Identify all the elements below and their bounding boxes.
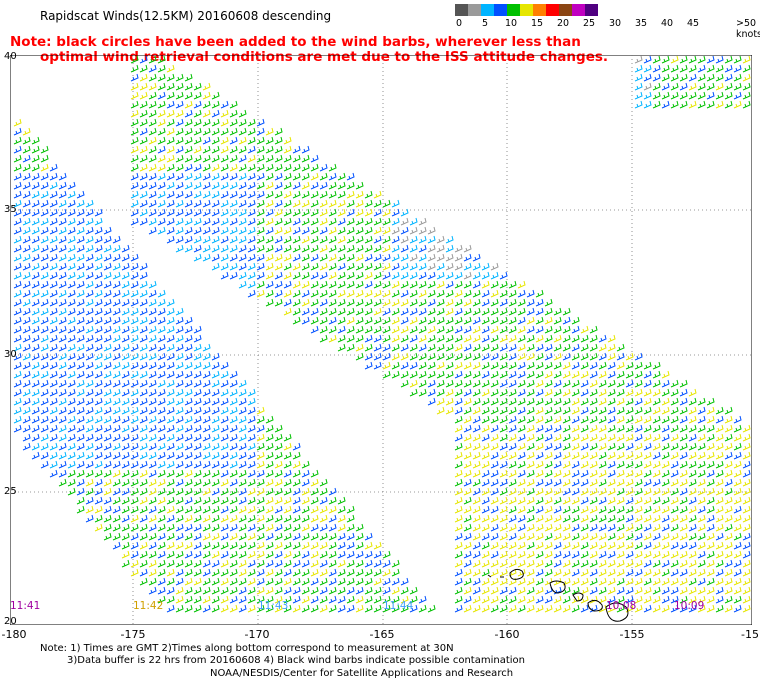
scale-swatch <box>468 4 481 16</box>
pass-time-label: 11:44 <box>383 600 414 612</box>
scale-label: 35 <box>634 18 648 29</box>
longitude-tick: -180 <box>1 628 27 641</box>
scale-swatch <box>520 4 533 16</box>
scale-label: 40 <box>660 18 674 29</box>
scale-label: 20 <box>556 18 570 29</box>
pass-time-label: 11:41 <box>10 600 41 612</box>
longitude-tick: -15 <box>741 628 759 641</box>
longitude-tick: -175 <box>120 628 146 641</box>
scale-swatch <box>507 4 520 16</box>
latitude-tick: 30 <box>4 349 17 360</box>
scale-swatch <box>559 4 572 16</box>
longitude-tick: -165 <box>369 628 395 641</box>
longitude-tick: -170 <box>244 628 270 641</box>
wind-barb-map <box>10 55 752 625</box>
scale-label: 5 <box>481 18 489 29</box>
scale-label: 45 <box>686 18 700 29</box>
scale-swatch <box>533 4 546 16</box>
footnote-line-2: 3)Data buffer is 22 hrs from 20160608 4)… <box>67 654 525 666</box>
credit-text: NOAA/NESDIS/Center for Satellite Applica… <box>210 668 514 679</box>
latitude-tick: 40 <box>4 51 17 62</box>
scale-label: 25 <box>582 18 596 29</box>
scale-swatch <box>546 4 559 16</box>
longitude-tick: -160 <box>494 628 520 641</box>
footnote: Note: 1) Times are GMT 2)Times along bot… <box>40 643 525 666</box>
pass-time-label: 10:09 <box>674 600 705 612</box>
pass-time-label: 11:43 <box>258 600 289 612</box>
footnote-line-1: Note: 1) Times are GMT 2)Times along bot… <box>40 643 454 654</box>
scale-label: >50 knots <box>736 18 760 40</box>
wind-speed-color-scale: 0 5 10 15 20 25 30 35 40 45 >50 knots <box>455 4 760 40</box>
attitude-note: Note: black circles have been added to t… <box>10 35 608 65</box>
scale-swatch <box>572 4 585 16</box>
pass-time-label: 10:08 <box>606 600 637 612</box>
note-line-1: Note: black circles have been added to t… <box>10 34 581 50</box>
map-title: Rapidscat Winds(12.5KM) 20160608 descend… <box>40 9 332 23</box>
latitude-tick: 35 <box>4 204 17 215</box>
scale-swatch <box>494 4 507 16</box>
scale-label: 10 <box>504 18 518 29</box>
scale-label: 0 <box>455 18 463 29</box>
latitude-tick: 20 <box>4 616 17 627</box>
scale-label: 30 <box>608 18 622 29</box>
scale-label: 15 <box>530 18 544 29</box>
scale-swatch <box>455 4 468 16</box>
scale-swatch <box>481 4 494 16</box>
longitude-tick: -155 <box>619 628 645 641</box>
scale-swatch <box>585 4 598 16</box>
latitude-tick: 25 <box>4 486 17 497</box>
note-line-2: optimal wind retrieval conditions are me… <box>40 49 609 65</box>
pass-time-label: 11:42 <box>133 600 164 612</box>
